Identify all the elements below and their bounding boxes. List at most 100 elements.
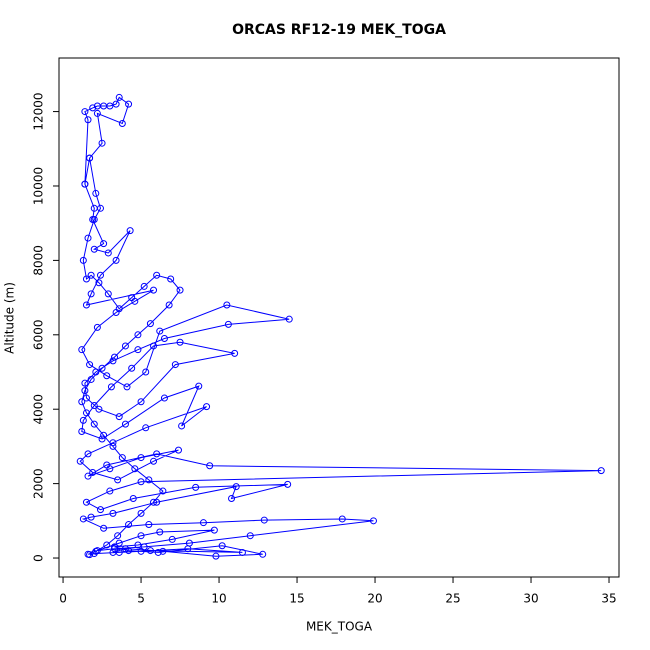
- data-point: [79, 515, 87, 523]
- data-point: [260, 516, 268, 524]
- data-point: [114, 532, 122, 540]
- data-point: [160, 394, 168, 402]
- data-point: [146, 547, 154, 555]
- data-point: [168, 535, 176, 543]
- data-point: [118, 119, 126, 127]
- data-point: [95, 279, 103, 287]
- data-point: [121, 420, 129, 428]
- data-point: [150, 457, 158, 465]
- data-point: [111, 545, 119, 553]
- data-point: [171, 361, 179, 369]
- data-point: [95, 405, 103, 413]
- data-point: [82, 394, 90, 402]
- data-point: [86, 154, 94, 162]
- data-point: [259, 550, 267, 558]
- data-point: [112, 100, 120, 108]
- data-point: [111, 353, 119, 361]
- x-tick-label: 10: [211, 592, 226, 606]
- data-point: [176, 338, 184, 346]
- data-point: [137, 398, 145, 406]
- data-point: [160, 335, 168, 343]
- data-point: [115, 93, 123, 101]
- x-tick-label: 20: [367, 592, 382, 606]
- data-point: [121, 545, 129, 553]
- data-point: [203, 403, 211, 411]
- data-point: [104, 249, 112, 257]
- data-point: [131, 465, 139, 473]
- data-point: [104, 290, 112, 298]
- data-point: [131, 297, 139, 305]
- y-tick-label: 8000: [32, 245, 46, 276]
- data-point: [137, 509, 145, 517]
- data-point: [82, 498, 90, 506]
- x-tick-label: 15: [289, 592, 304, 606]
- data-point: [199, 519, 207, 527]
- data-point: [112, 308, 120, 316]
- y-tick-label: 10000: [32, 167, 46, 205]
- data-point: [125, 521, 133, 529]
- data-point: [103, 541, 111, 549]
- data-point: [90, 401, 98, 409]
- data-point: [78, 428, 86, 436]
- data-point: [165, 301, 173, 309]
- data-point: [90, 420, 98, 428]
- data-point: [125, 100, 133, 108]
- data-point: [82, 409, 90, 417]
- data-point: [115, 539, 123, 547]
- data-point: [100, 240, 108, 248]
- data-point: [84, 472, 92, 480]
- x-tick-label: 25: [445, 592, 460, 606]
- data-point: [98, 435, 106, 443]
- data-point: [195, 382, 203, 390]
- data-point: [159, 547, 167, 555]
- data-point: [84, 450, 92, 458]
- data-point: [174, 446, 182, 454]
- data-point: [103, 461, 111, 469]
- data-point: [114, 476, 122, 484]
- data-point: [159, 487, 167, 495]
- data-point: [109, 439, 117, 447]
- data-point: [121, 342, 129, 350]
- data-point: [142, 368, 150, 376]
- y-axis-label: Altitude (m): [3, 282, 17, 354]
- data-point: [87, 375, 95, 383]
- data-point: [96, 271, 104, 279]
- data-point: [78, 346, 86, 354]
- data-point: [89, 104, 97, 112]
- data-point: [128, 364, 136, 372]
- y-tick-label: 0: [32, 554, 46, 562]
- data-point: [212, 552, 220, 560]
- data-point: [176, 286, 184, 294]
- y-tick-label: 6000: [32, 320, 46, 351]
- data-point: [81, 387, 89, 395]
- data-point: [93, 109, 101, 117]
- data-point: [84, 234, 92, 242]
- data-point: [154, 548, 162, 556]
- data-point: [82, 275, 90, 283]
- data-point: [218, 542, 226, 550]
- data-point: [228, 494, 236, 502]
- data-point: [137, 532, 145, 540]
- data-point: [224, 320, 232, 328]
- data-point: [137, 454, 145, 462]
- data-point: [109, 357, 117, 365]
- data-point: [184, 545, 192, 553]
- data-point: [76, 457, 84, 465]
- data-point: [93, 323, 101, 331]
- data-point: [231, 349, 239, 357]
- x-axis-label: MEK_TOGA: [306, 620, 373, 634]
- data-point: [137, 478, 145, 486]
- data-line: [79, 96, 602, 557]
- data-point: [98, 364, 106, 372]
- data-point: [78, 398, 86, 406]
- data-point: [87, 290, 95, 298]
- data-point: [87, 271, 95, 279]
- data-point: [103, 372, 111, 380]
- data-point: [140, 282, 148, 290]
- data-point: [232, 483, 240, 491]
- data-point: [134, 346, 142, 354]
- data-point: [87, 513, 95, 521]
- data-point: [89, 468, 97, 476]
